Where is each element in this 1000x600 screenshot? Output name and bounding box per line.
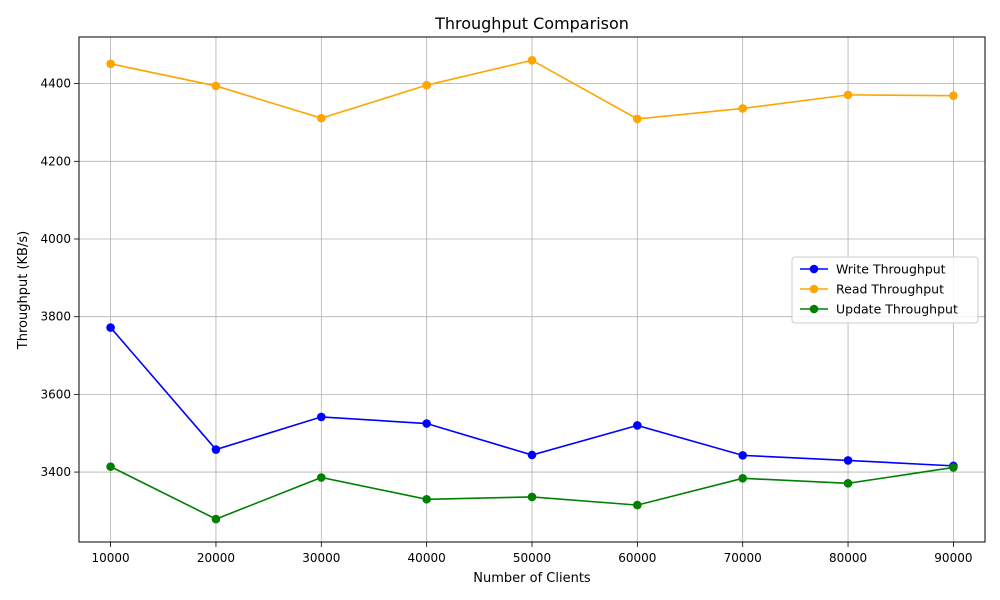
data-point bbox=[843, 456, 853, 465]
data-point bbox=[422, 80, 431, 90]
legend-box bbox=[791, 256, 979, 324]
legend-item: Read Throughput bbox=[800, 282, 944, 297]
legend-marker bbox=[809, 284, 819, 294]
y-tick-label: 4000 bbox=[40, 232, 71, 246]
data-point bbox=[633, 421, 642, 430]
data-point bbox=[422, 494, 431, 504]
y-axis: 3400 3600 3800 4000 4200 4400 bbox=[40, 77, 79, 479]
data-point bbox=[527, 450, 537, 460]
x-tick-label: 60000 bbox=[618, 551, 656, 565]
legend-label: Write Throughput bbox=[836, 262, 946, 277]
x-tick-label: 20000 bbox=[197, 551, 235, 565]
data-point bbox=[738, 451, 747, 460]
data-point bbox=[949, 91, 958, 100]
y-tick-label: 4200 bbox=[40, 154, 71, 168]
legend-label: Read Throughput bbox=[836, 282, 944, 297]
legend: Write Throughput Read Throughput Update Th… bbox=[791, 256, 979, 324]
legend-marker bbox=[809, 304, 819, 314]
data-point bbox=[738, 104, 747, 113]
chart-title: Throughput Comparison bbox=[434, 14, 629, 33]
legend-item: Write Throughput bbox=[800, 262, 946, 277]
y-tick-label: 3800 bbox=[40, 310, 71, 324]
series-3 bbox=[106, 462, 958, 524]
data-point bbox=[633, 114, 642, 124]
y-tick-label: 4400 bbox=[40, 77, 71, 91]
data-point bbox=[949, 463, 958, 472]
legend-label: Update Throughput bbox=[836, 302, 958, 317]
data-point bbox=[106, 59, 115, 69]
data-point bbox=[317, 473, 326, 482]
data-point bbox=[422, 419, 431, 428]
data-point bbox=[211, 514, 221, 524]
data-point bbox=[843, 90, 853, 100]
y-axis-label: Throughput (KB/s) bbox=[16, 231, 31, 350]
y-tick-label: 3600 bbox=[40, 387, 71, 401]
data-point bbox=[317, 113, 326, 123]
data-point bbox=[211, 445, 221, 454]
data-point bbox=[106, 462, 115, 471]
legend-item: Update Throughput bbox=[800, 302, 958, 317]
x-tick-label: 90000 bbox=[934, 551, 972, 565]
x-tick-label: 40000 bbox=[408, 551, 446, 565]
x-axis-label: Number of Clients bbox=[473, 571, 591, 586]
x-tick-label: 80000 bbox=[829, 551, 867, 565]
x-tick-label: 10000 bbox=[92, 551, 130, 565]
data-point bbox=[211, 81, 221, 91]
x-tick-label: 70000 bbox=[724, 551, 762, 565]
data-point bbox=[527, 492, 537, 502]
data-point bbox=[843, 479, 853, 488]
data-point bbox=[527, 56, 537, 65]
x-tick-label: 30000 bbox=[302, 551, 340, 565]
series-2 bbox=[106, 56, 958, 124]
x-tick-label: 50000 bbox=[513, 551, 551, 565]
series-layer bbox=[106, 56, 958, 524]
x-axis: 10000 20000 30000 40000 50000 60000 70000 80000… bbox=[92, 542, 972, 565]
series-1 bbox=[106, 323, 958, 471]
legend-marker bbox=[809, 264, 819, 274]
data-point bbox=[106, 323, 115, 332]
data-point bbox=[738, 473, 747, 483]
data-point bbox=[317, 412, 326, 422]
data-point bbox=[633, 500, 642, 510]
y-tick-label: 3400 bbox=[40, 465, 71, 479]
